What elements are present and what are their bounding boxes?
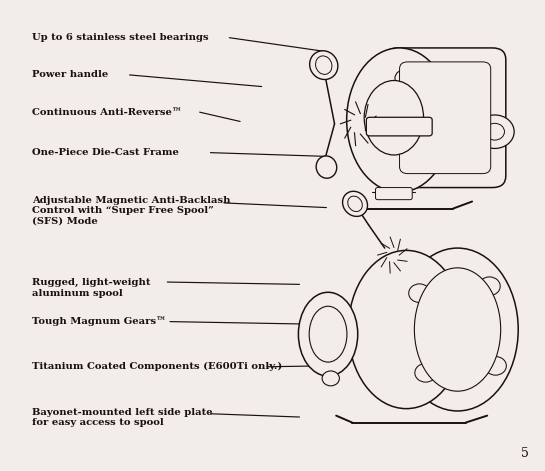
Text: Titanium Coated Components (E600Ti only.): Titanium Coated Components (E600Ti only.… [33,362,283,371]
Ellipse shape [348,196,362,211]
FancyBboxPatch shape [376,187,412,200]
Text: Up to 6 stainless steel bearings: Up to 6 stainless steel bearings [33,33,209,42]
Circle shape [479,277,500,295]
FancyBboxPatch shape [366,117,432,136]
Text: Continuous Anti-Reverse™: Continuous Anti-Reverse™ [33,108,183,117]
Ellipse shape [348,251,464,409]
Ellipse shape [364,81,423,155]
Ellipse shape [316,56,332,74]
Text: 5: 5 [521,447,529,460]
Ellipse shape [414,268,501,391]
Circle shape [415,364,437,382]
Text: One-Piece Die-Cast Frame: One-Piece Die-Cast Frame [33,148,179,157]
FancyBboxPatch shape [384,48,506,187]
FancyBboxPatch shape [399,62,490,174]
Ellipse shape [316,156,337,178]
Circle shape [395,70,414,87]
Ellipse shape [309,306,347,362]
Circle shape [446,319,469,340]
Circle shape [322,371,340,386]
Ellipse shape [343,191,367,216]
Ellipse shape [347,48,452,192]
Text: Power handle: Power handle [33,71,108,80]
Circle shape [409,284,431,302]
Circle shape [485,357,506,375]
Circle shape [435,310,480,349]
Text: Rugged, light-weight
aluminum spool: Rugged, light-weight aluminum spool [33,278,151,298]
Text: Adjustable Magnetic Anti-Backlash
Control with “Super Free Spool”
(SFS) Mode: Adjustable Magnetic Anti-Backlash Contro… [33,196,231,226]
Ellipse shape [299,292,358,376]
Ellipse shape [310,51,338,80]
Text: Tough Magnum Gears™: Tough Magnum Gears™ [33,317,167,326]
Circle shape [475,115,514,148]
Circle shape [485,123,505,140]
Ellipse shape [397,248,518,411]
Text: Bayonet-mounted left side plate
for easy access to spool: Bayonet-mounted left side plate for easy… [33,408,213,427]
